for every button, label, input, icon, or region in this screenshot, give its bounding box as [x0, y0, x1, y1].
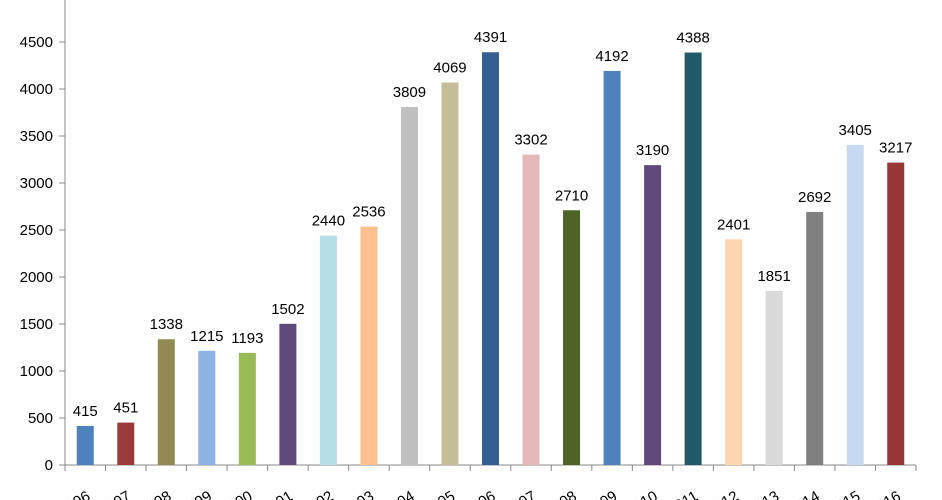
data-label-2014: 2692 [798, 189, 831, 206]
y-tick-label: 3000 [20, 175, 53, 192]
y-tick-label: 4500 [20, 34, 53, 51]
y-axis: 0 500 1000 1500 2000 2500 3000 3500 4000 4500 5000 [20, 0, 66, 474]
x-tick-label-1999: 1999 [177, 488, 214, 500]
bar-2004 [400, 106, 418, 465]
x-tick-label-2003: 2003 [340, 488, 377, 500]
data-label-2016: 3217 [879, 140, 912, 157]
category-labels: 19961997 19981999 20002001 2002 20032004 2005… [56, 488, 904, 500]
bar-2011 [684, 52, 702, 465]
bar-2010 [644, 165, 662, 465]
x-tick-label-2010: 2010 [623, 488, 660, 500]
data-label-2001: 1502 [271, 301, 304, 318]
data-label-2000: 1193 [231, 330, 263, 347]
x-tick-label-1997: 1997 [96, 488, 133, 500]
x-tick-label-2005: 2005 [421, 488, 458, 500]
data-label-2003: 2536 [352, 204, 385, 221]
x-tick-label-2012: 2012 [704, 488, 741, 500]
data-label-1998: 1338 [150, 316, 183, 333]
data-label-2004: 3809 [393, 84, 426, 101]
x-tick-label-2000: 2000 [218, 488, 255, 500]
x-tick-label-2016: 2016 [866, 488, 903, 500]
data-label-2009: 4192 [595, 48, 628, 65]
data-label-2011: 4388 [676, 30, 709, 47]
bar-1999 [198, 350, 216, 465]
data-label-1999: 1215 [190, 328, 223, 345]
data-label-2010: 3190 [636, 142, 669, 159]
bar-2014 [806, 211, 824, 465]
data-label-2002: 2440 [312, 213, 345, 230]
data-label-2008: 2710 [555, 187, 588, 204]
x-tick-label-2002: 2002 [299, 488, 336, 500]
y-tick-label: 2000 [20, 269, 53, 286]
y-tick-label: 500 [28, 410, 53, 427]
bar-2012 [725, 239, 743, 465]
y-tick-label: 4000 [20, 81, 53, 98]
y-tick-label: 2500 [20, 222, 53, 239]
y-tick-label: 1500 [20, 316, 53, 333]
y-tick-label: 0 [45, 457, 53, 474]
x-tick-label-2015: 2015 [826, 488, 863, 500]
bar-2016 [887, 162, 905, 466]
data-label-1997: 451 [113, 400, 138, 417]
x-tick-label-2004: 2004 [380, 488, 417, 500]
bar-2007 [522, 154, 540, 465]
x-tick-label-2007: 2007 [502, 488, 539, 500]
data-label-2012: 2401 [717, 216, 750, 233]
y-tick-label: 5000 [20, 0, 53, 4]
x-tick-label-1996: 1996 [56, 488, 93, 500]
bar-2008 [563, 210, 581, 465]
data-label-1996: 415 [73, 403, 98, 420]
bar-2001 [279, 323, 297, 465]
x-tick-label-1998: 1998 [137, 488, 174, 500]
bar-1998 [157, 339, 175, 465]
data-label-2005: 4069 [433, 60, 466, 77]
bar-2015 [846, 144, 864, 465]
y-tick-label: 1000 [20, 363, 53, 380]
x-tick-label-2008: 2008 [542, 488, 579, 500]
x-axis [64, 464, 917, 471]
data-label-2015: 3405 [839, 122, 872, 139]
bar-2003 [360, 226, 378, 465]
data-label-2006: 4391 [474, 29, 507, 46]
data-label-2007: 3302 [514, 132, 547, 149]
bar-2013 [765, 291, 783, 465]
x-tick-label-2014: 2014 [785, 488, 822, 500]
bar-1997 [117, 422, 135, 465]
x-tick-label-2013: 2013 [745, 488, 782, 500]
bar-1996 [76, 425, 94, 465]
bar-2002 [319, 235, 337, 465]
data-labels: 415 451 1338 1215 1193 1502 2440 2536 3809 4069 43… [73, 29, 913, 420]
bars [76, 52, 905, 466]
x-tick-label-2001: 2001 [258, 488, 295, 500]
x-tick-label-2011: 2011 [665, 488, 701, 500]
bar-2009 [603, 70, 621, 466]
x-tick-label-2006: 2006 [461, 488, 498, 500]
bar-2006 [482, 52, 499, 465]
y-tick-label: 3500 [20, 128, 53, 145]
bar-2005 [441, 82, 459, 465]
data-label-2013: 1851 [757, 268, 790, 285]
bar-2000 [238, 352, 256, 465]
x-tick-label-2009: 2009 [583, 488, 620, 500]
